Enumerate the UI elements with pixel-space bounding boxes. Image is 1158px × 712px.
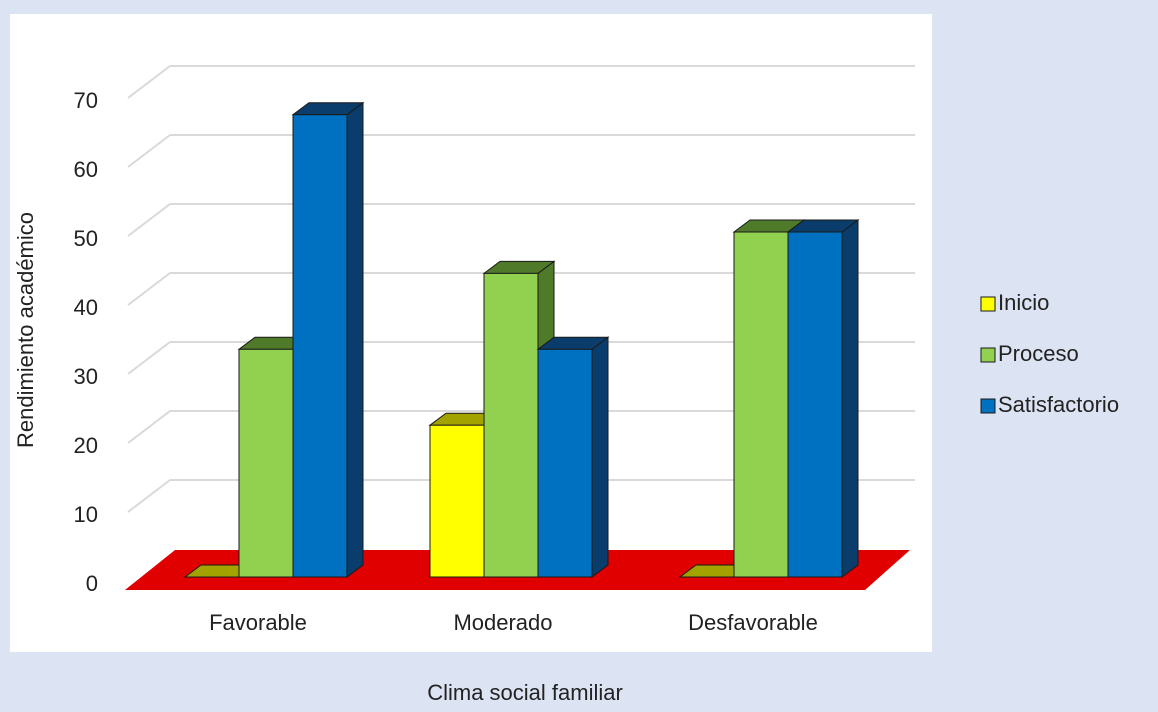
x-axis-ticks: Favorable Moderado Desfavorable [209, 610, 818, 635]
legend-item: Proceso [980, 341, 1079, 366]
legend-swatch [980, 296, 996, 312]
gridline-diagonal [127, 134, 171, 168]
bar: Satisfactorio — Desfavorable: 50 [786, 219, 860, 578]
legend-item: Satisfactorio [980, 392, 1119, 417]
bar-front [537, 348, 593, 578]
y-tick-label: 50 [74, 226, 98, 251]
bar-front [292, 114, 348, 578]
bar-front [429, 424, 485, 578]
gridline-diagonal [127, 203, 171, 237]
gridline-diagonal [127, 272, 171, 306]
y-tick-label: 30 [74, 364, 98, 389]
bars: Inicio — Favorable: 0Proceso — Favorable… [183, 101, 860, 578]
bar-side [346, 101, 364, 578]
x-tick-label: Moderado [453, 610, 552, 635]
gridline-diagonal [127, 65, 171, 99]
legend-label: Proceso [998, 341, 1079, 366]
bar-front [733, 231, 789, 578]
y-tick-label: 40 [74, 295, 98, 320]
bar-front [483, 272, 539, 578]
y-tick-label: 60 [74, 157, 98, 182]
bar-side [841, 219, 859, 578]
y-tick-label: 10 [74, 502, 98, 527]
y-axis-ticks: 0 10 20 30 40 50 60 70 [74, 88, 98, 596]
x-tick-label: Favorable [209, 610, 307, 635]
y-axis-label: Rendimiento académico [13, 212, 38, 448]
legend-swatch [980, 347, 996, 363]
gridline-diagonal [127, 479, 171, 513]
legend-label: Satisfactorio [998, 392, 1119, 417]
x-axis-label: Clima social familiar [427, 680, 623, 705]
bar: Proceso — Moderado: 44 [482, 260, 556, 578]
bar-front [787, 231, 843, 578]
bar-side [591, 336, 609, 578]
gridline-diagonal [127, 341, 171, 375]
bar-front [238, 348, 294, 578]
legend-label: Inicio [998, 290, 1049, 315]
legend: Inicio Proceso Satisfactorio [980, 290, 1119, 417]
y-tick-label: 70 [74, 88, 98, 113]
y-tick-label: 20 [74, 433, 98, 458]
gridline-diagonal [127, 410, 171, 444]
legend-swatch [980, 398, 996, 414]
legend-item: Inicio [980, 290, 1049, 315]
y-tick-label: 0 [86, 571, 98, 596]
bar: Satisfactorio — Favorable: 67 [291, 101, 365, 578]
x-tick-label: Desfavorable [688, 610, 818, 635]
bar: Satisfactorio — Moderado: 33 [536, 336, 610, 578]
